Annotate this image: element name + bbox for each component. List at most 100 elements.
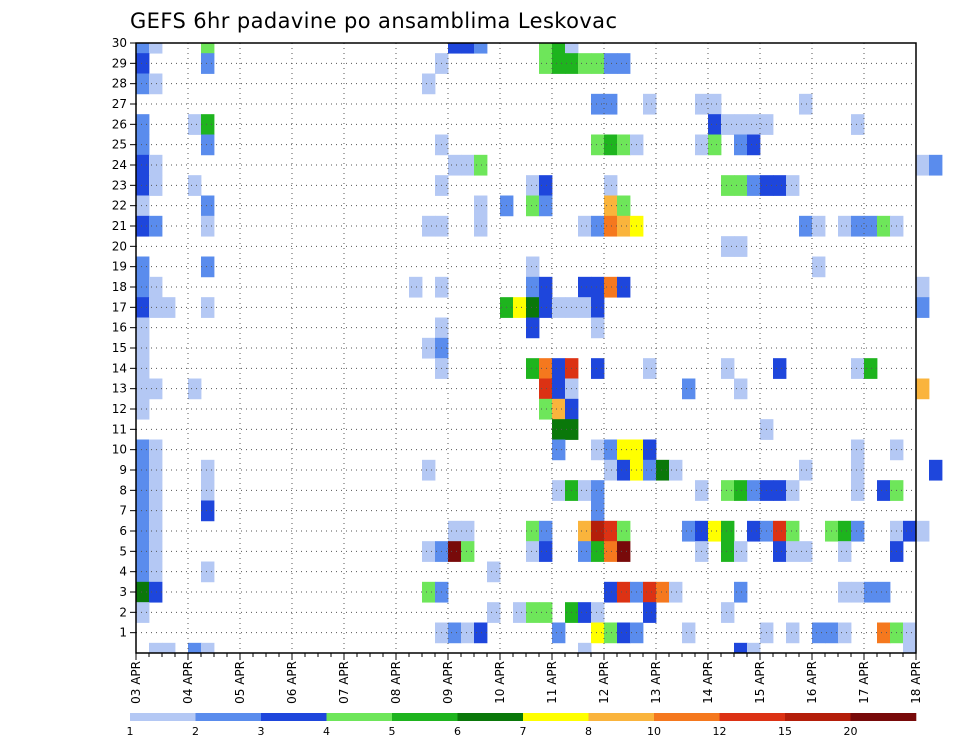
heatmap-cell (136, 215, 150, 237)
x-axis-ticks: 03 APR 04 APR 05 APR 06 APR 07 APR 08 APR 09 A… (129, 653, 923, 704)
heatmap-cell (136, 337, 150, 359)
heatmap-cell (916, 520, 930, 542)
heatmap-cell (136, 378, 150, 400)
heatmap-cell (734, 581, 748, 603)
heatmap-cell (604, 541, 618, 562)
heatmap-cell (461, 622, 475, 644)
y-axis-ticks: 1234567891011121314151617181920212223242… (112, 36, 136, 640)
heatmap-cell (578, 541, 592, 562)
y-tick-label: 26 (112, 117, 127, 131)
heatmap-cell (201, 134, 215, 156)
heatmap-cell (552, 358, 566, 379)
heatmap-cell (136, 602, 150, 623)
colorbar-label: 5 (389, 725, 396, 738)
x-tick-label: 05 APR (233, 661, 247, 704)
heatmap-cell (552, 398, 566, 420)
heatmap-cell (422, 581, 436, 603)
heatmap-cell (136, 500, 150, 522)
heatmap-cell (136, 459, 150, 481)
heatmap-cell (448, 154, 462, 176)
heatmap-cell (747, 114, 761, 135)
heatmap-cell (201, 195, 215, 217)
heatmap-cell (604, 459, 618, 481)
heatmap-cell (682, 622, 696, 644)
heatmap-cell (877, 622, 891, 644)
grid-lines (136, 43, 916, 653)
heatmap-cell (526, 175, 540, 196)
heatmap-cell (617, 459, 631, 481)
heatmap-cell (617, 439, 631, 461)
heatmap-cell (526, 541, 540, 562)
heatmap-cell (188, 378, 202, 400)
heatmap-cell (149, 73, 163, 95)
colorbar-label: 1 (127, 725, 134, 738)
heatmap-cell (149, 378, 163, 400)
heatmap-cell (201, 561, 215, 583)
heatmap-cell (708, 134, 722, 156)
x-tick-label: 11 APR (545, 661, 559, 704)
heatmap-cell (604, 520, 618, 542)
heatmap-cell (136, 297, 150, 318)
y-tick-label: 21 (112, 219, 127, 233)
heatmap-cell (591, 93, 605, 115)
heatmap-cell (682, 520, 696, 542)
heatmap-cell (916, 154, 930, 176)
heatmap-cell (136, 114, 150, 135)
heatmap-cell (773, 480, 787, 501)
heatmap-cell (877, 215, 891, 237)
heatmap-cell (487, 602, 501, 623)
heatmap-cell (591, 622, 605, 644)
heatmap-cell (604, 276, 618, 298)
x-tick-label: 16 APR (805, 661, 819, 704)
y-tick-label: 19 (112, 260, 127, 274)
heatmap-cell (448, 43, 462, 54)
colorbar-swatch (654, 713, 720, 721)
heatmap-cell (136, 43, 150, 54)
heatmap-cell (734, 114, 748, 135)
chart-title: GEFS 6hr padavine po ansamblima Leskovac (130, 9, 617, 33)
heatmap-cell (201, 114, 215, 135)
heatmap-cell (617, 53, 631, 74)
heatmap-cell (578, 215, 592, 237)
heatmap-cell (838, 622, 852, 644)
heatmap-cell (812, 215, 826, 237)
heatmap-cell (591, 439, 605, 461)
heatmap-cell (539, 297, 553, 318)
colorbar-swatch (130, 713, 196, 721)
heatmap-cell (864, 358, 878, 379)
heatmap-cell (461, 154, 475, 176)
heatmap-cell (591, 520, 605, 542)
y-tick-label: 25 (112, 138, 127, 152)
heatmap-cell (747, 520, 761, 542)
y-tick-label: 22 (112, 199, 127, 213)
colorbar-label: 3 (258, 725, 265, 738)
heatmap-cell (539, 195, 553, 217)
heatmap-cell (526, 195, 540, 217)
colorbar-swatch (523, 713, 589, 721)
y-tick-label: 28 (112, 77, 127, 91)
heatmap-cell (708, 114, 722, 135)
heatmap-cell (617, 276, 631, 298)
heatmap-cell (669, 459, 683, 481)
colorbar-label: 8 (585, 725, 592, 738)
heatmap-cell (539, 43, 553, 54)
heatmap-cell (149, 642, 163, 654)
colorbar-swatch (719, 713, 786, 721)
heatmap-cell (149, 154, 163, 176)
x-tick-label: 17 APR (857, 661, 871, 704)
heatmap-cell (643, 581, 657, 603)
heatmap-cell (474, 195, 488, 217)
heatmap-cell (188, 114, 202, 135)
x-tick-label: 12 APR (597, 661, 611, 704)
heatmap-cell (487, 561, 501, 583)
heatmap-cell (851, 581, 865, 603)
heatmap-cell (591, 317, 605, 339)
heatmap-cell (526, 358, 540, 379)
heatmap-cell (539, 378, 553, 400)
heatmap-cell (617, 520, 631, 542)
y-tick-label: 27 (112, 97, 127, 111)
heatmap-cell (149, 459, 163, 481)
heatmap-cell (734, 541, 748, 562)
heatmap-cell (786, 175, 800, 196)
